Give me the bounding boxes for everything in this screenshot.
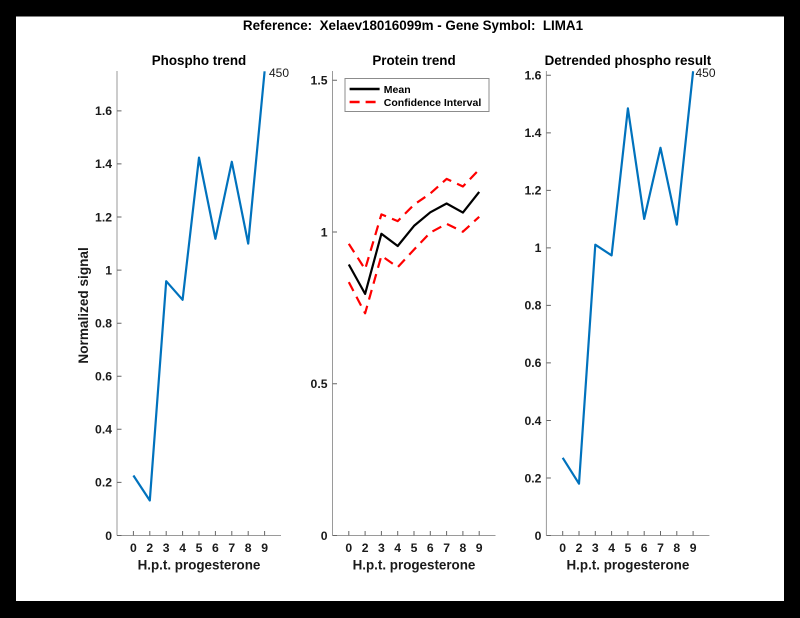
svg-text:1.4: 1.4 bbox=[524, 126, 541, 140]
svg-text:9: 9 bbox=[476, 541, 483, 555]
svg-text:H.p.t. progesterone: H.p.t. progesterone bbox=[353, 558, 476, 573]
svg-text:9: 9 bbox=[261, 541, 268, 555]
svg-text:H.p.t. progesterone: H.p.t. progesterone bbox=[138, 558, 261, 573]
svg-text:0: 0 bbox=[535, 529, 542, 543]
svg-text:8: 8 bbox=[673, 541, 680, 555]
svg-text:7: 7 bbox=[228, 541, 235, 555]
svg-text:Phospho trend: Phospho trend bbox=[152, 53, 246, 68]
svg-text:0: 0 bbox=[345, 541, 352, 555]
svg-text:1.2: 1.2 bbox=[95, 210, 112, 224]
svg-text:1.6: 1.6 bbox=[524, 69, 541, 83]
svg-text:8: 8 bbox=[245, 541, 252, 555]
svg-text:1.2: 1.2 bbox=[524, 184, 541, 198]
svg-text:0: 0 bbox=[321, 529, 328, 543]
svg-text:Mean: Mean bbox=[384, 84, 411, 96]
svg-text:2: 2 bbox=[362, 541, 369, 555]
svg-text:0.2: 0.2 bbox=[95, 476, 112, 490]
svg-text:9: 9 bbox=[690, 541, 697, 555]
svg-text:1.6: 1.6 bbox=[95, 104, 112, 118]
svg-text:3: 3 bbox=[163, 541, 170, 555]
svg-text:0.4: 0.4 bbox=[524, 414, 541, 428]
svg-text:1.4: 1.4 bbox=[95, 157, 112, 171]
svg-text:2: 2 bbox=[146, 541, 153, 555]
svg-text:0: 0 bbox=[105, 529, 112, 543]
svg-text:0.4: 0.4 bbox=[95, 423, 112, 437]
svg-text:0: 0 bbox=[130, 541, 137, 555]
svg-text:Protein trend: Protein trend bbox=[372, 53, 455, 68]
svg-text:0.8: 0.8 bbox=[95, 317, 112, 331]
svg-text:6: 6 bbox=[212, 541, 219, 555]
svg-text:0.8: 0.8 bbox=[524, 299, 541, 313]
svg-text:4: 4 bbox=[608, 541, 615, 555]
svg-text:1: 1 bbox=[535, 241, 542, 255]
svg-text:6: 6 bbox=[641, 541, 648, 555]
svg-text:5: 5 bbox=[411, 541, 418, 555]
svg-text:0.6: 0.6 bbox=[95, 370, 112, 384]
svg-text:7: 7 bbox=[443, 541, 450, 555]
svg-text:0.6: 0.6 bbox=[524, 356, 541, 370]
svg-text:2: 2 bbox=[576, 541, 583, 555]
svg-text:450: 450 bbox=[696, 66, 716, 80]
svg-text:7: 7 bbox=[657, 541, 664, 555]
svg-text:Detrended phospho result: Detrended phospho result bbox=[545, 53, 712, 68]
svg-text:0.5: 0.5 bbox=[311, 377, 328, 391]
svg-text:H.p.t. progesterone: H.p.t. progesterone bbox=[567, 558, 690, 573]
svg-text:1: 1 bbox=[321, 225, 328, 239]
svg-text:1.5: 1.5 bbox=[311, 74, 328, 88]
svg-text:6: 6 bbox=[427, 541, 434, 555]
svg-text:Confidence Interval: Confidence Interval bbox=[384, 97, 482, 109]
svg-text:4: 4 bbox=[179, 541, 186, 555]
svg-text:5: 5 bbox=[196, 541, 203, 555]
svg-text:0: 0 bbox=[559, 541, 566, 555]
svg-text:450: 450 bbox=[269, 66, 289, 80]
svg-text:0.2: 0.2 bbox=[524, 471, 541, 485]
svg-text:1: 1 bbox=[105, 263, 112, 277]
svg-text:3: 3 bbox=[378, 541, 385, 555]
svg-text:3: 3 bbox=[592, 541, 599, 555]
svg-text:5: 5 bbox=[625, 541, 632, 555]
svg-text:Normalized signal: Normalized signal bbox=[76, 247, 91, 363]
svg-text:Reference: Xelaev18016099m -: Reference: Xelaev18016099m - Gene Symbol… bbox=[243, 18, 584, 33]
svg-text:4: 4 bbox=[394, 541, 401, 555]
svg-text:8: 8 bbox=[460, 541, 467, 555]
